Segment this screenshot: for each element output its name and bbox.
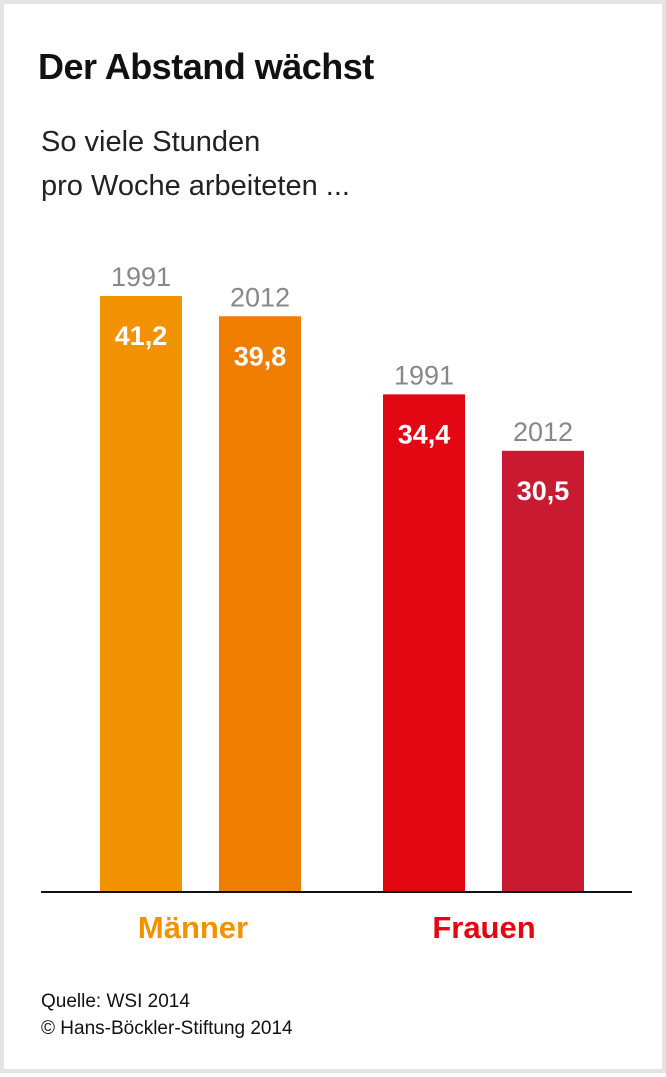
value-label-maenner-1991: 41,2 [115, 321, 168, 351]
bar-frauen-2012 [502, 450, 584, 892]
chart-subtitle: So viele Stunden pro Woche arbeiteten ..… [41, 120, 350, 208]
year-label-maenner-2012: 2012 [230, 282, 290, 312]
source-note: Quelle: WSI 2014 © Hans-Böckler-Stiftung… [41, 988, 293, 1042]
subtitle-line-2: pro Woche arbeiteten ... [41, 170, 350, 202]
chart-title: Der Abstand wächst [38, 46, 374, 87]
year-label-frauen-2012: 2012 [513, 417, 573, 447]
value-label-frauen-1991: 34,4 [398, 419, 451, 449]
category-label-frauen: Frauen [432, 910, 535, 945]
subtitle-line-1: So viele Stunden [41, 126, 261, 158]
category-label-maenner: Männer [138, 910, 248, 945]
copyright-line: © Hans-Böckler-Stiftung 2014 [41, 1018, 293, 1039]
source-line: Quelle: WSI 2014 [41, 991, 190, 1012]
bar-maenner-1991 [100, 296, 182, 892]
value-label-maenner-2012: 39,8 [234, 341, 287, 371]
bar-chart: 1991 41,2 2012 39,8 Männer 1991 34,4 2012 30,5 Fr… [41, 262, 632, 945]
bar-frauen-1991 [383, 394, 465, 892]
year-label-maenner-1991: 1991 [111, 262, 171, 292]
value-label-frauen-2012: 30,5 [517, 476, 570, 506]
bar-maenner-2012 [219, 316, 301, 892]
year-label-frauen-1991: 1991 [394, 360, 454, 390]
